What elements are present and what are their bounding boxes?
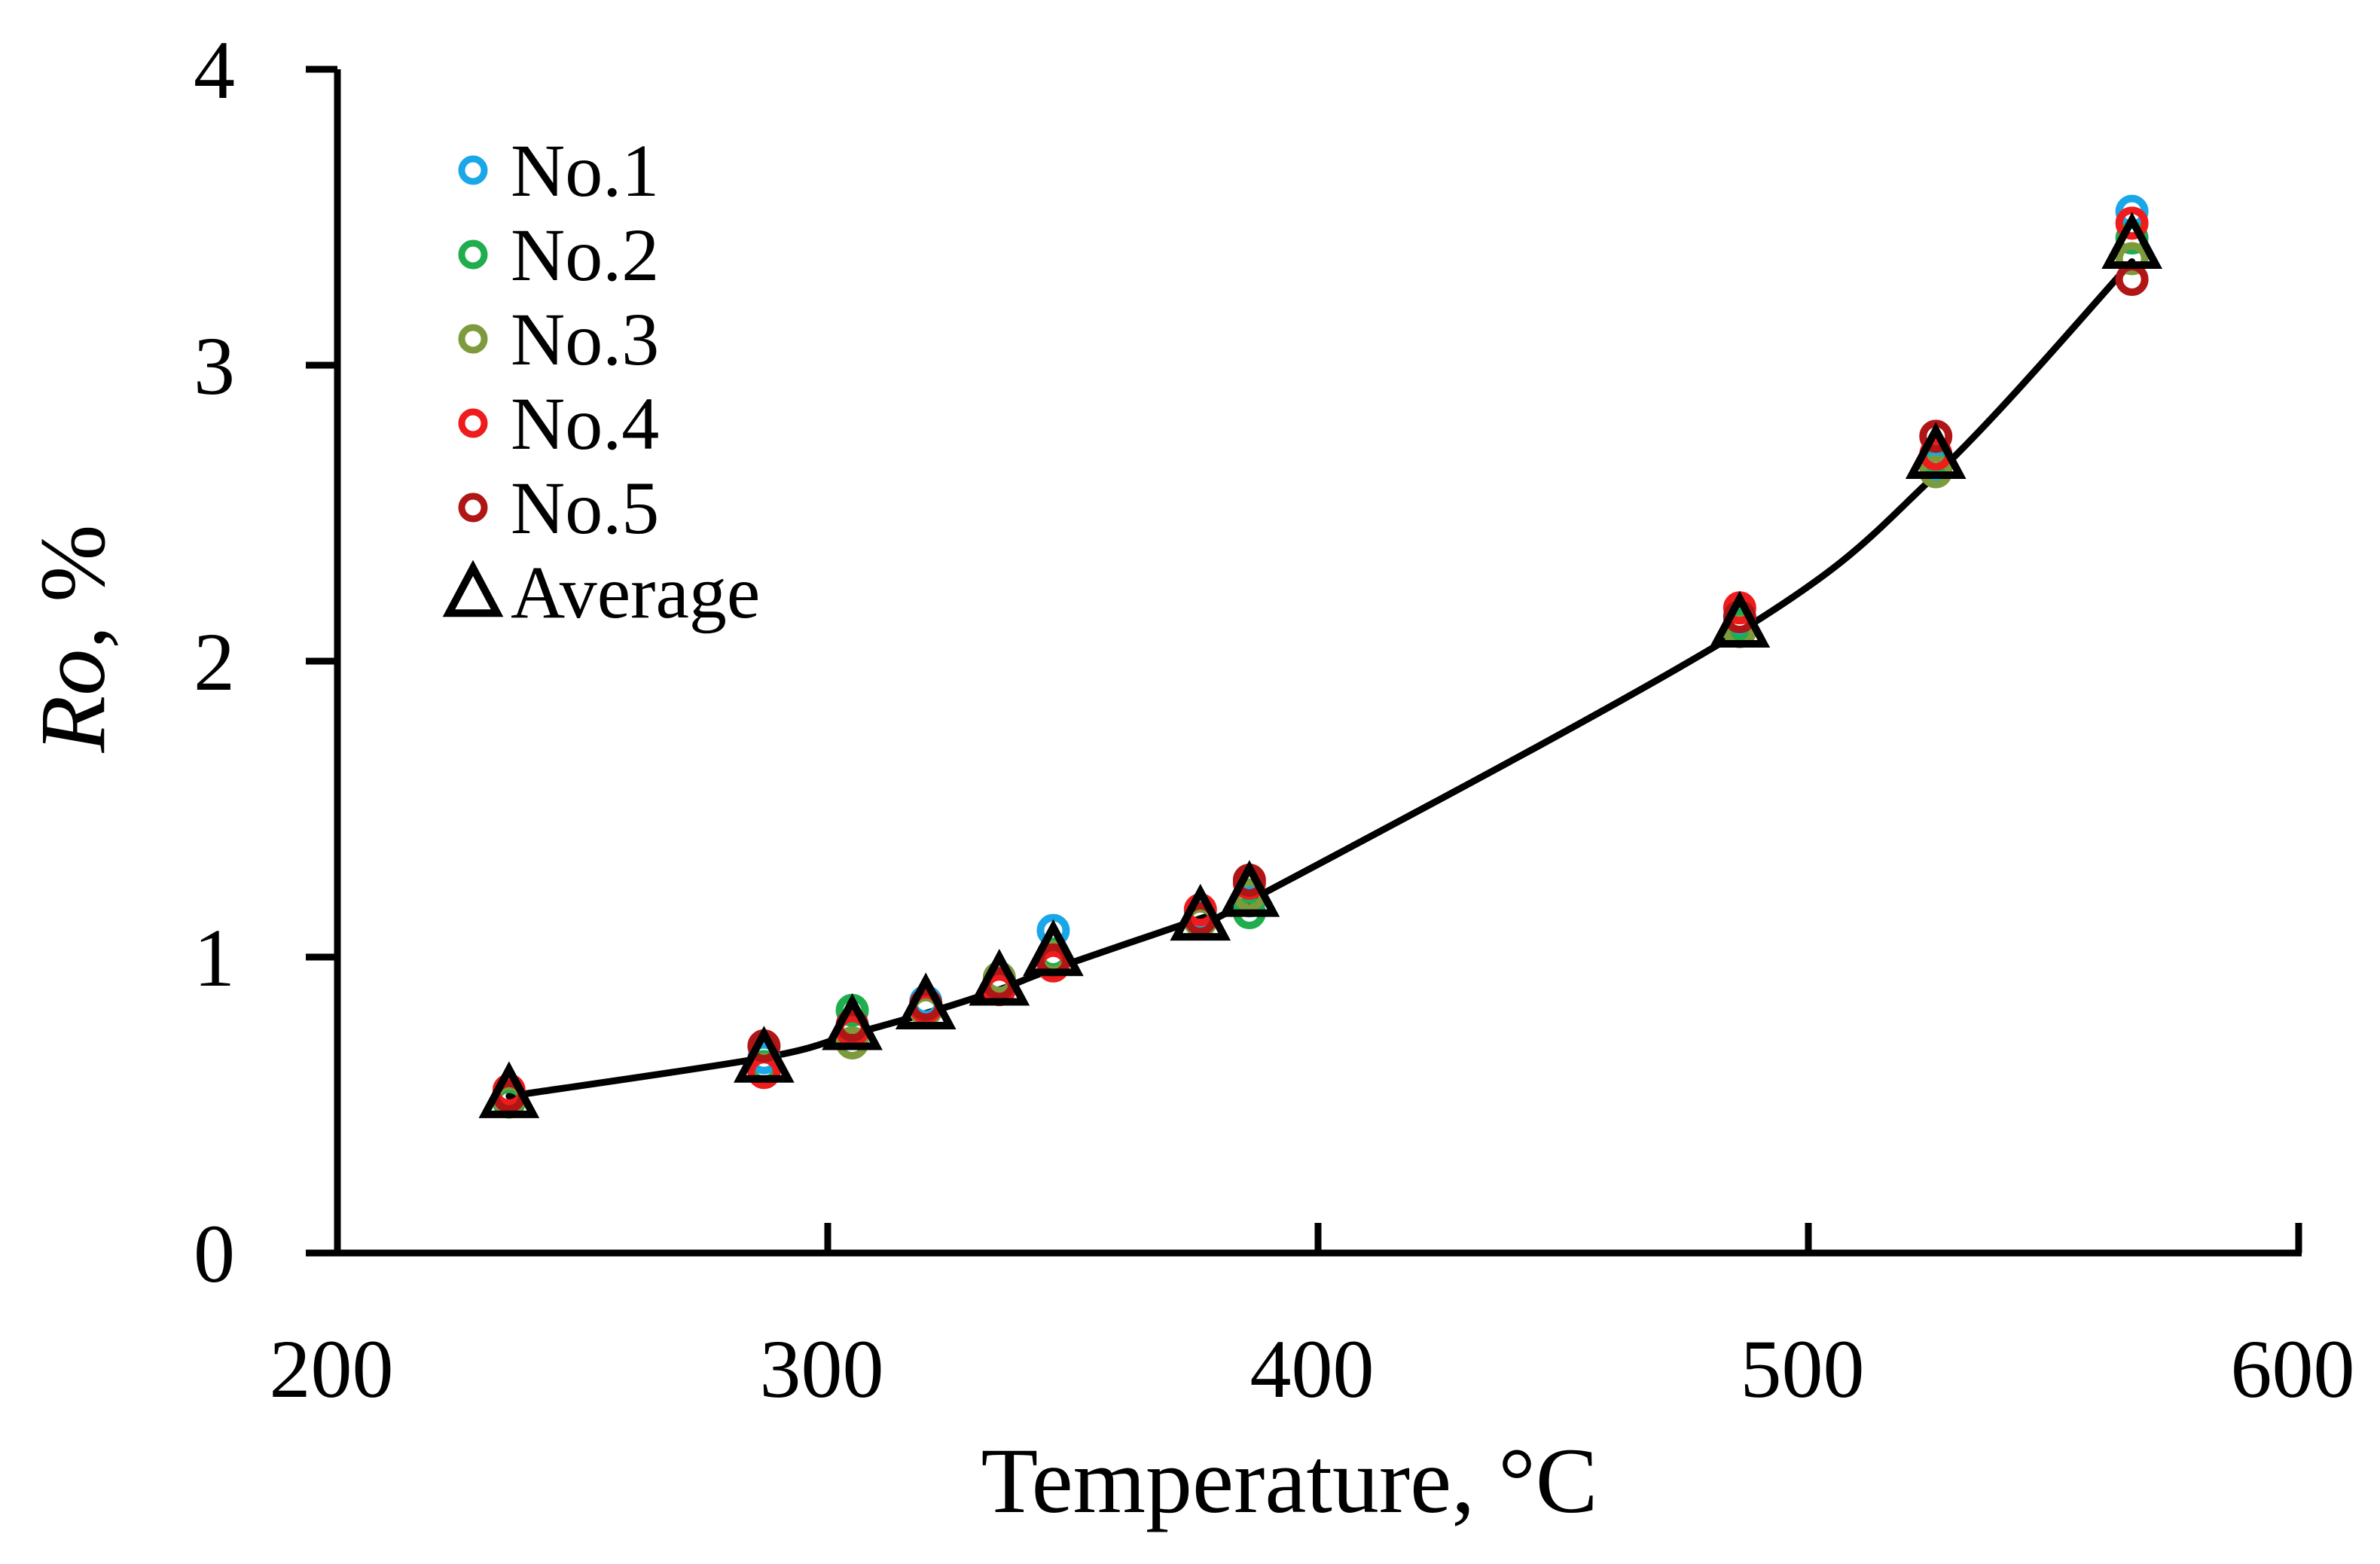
y-tick-label: 0 xyxy=(194,1208,235,1300)
legend-circle-marker xyxy=(458,239,488,270)
series-no-1 xyxy=(492,194,2149,1110)
legend-item: No.1 xyxy=(458,129,659,212)
axes xyxy=(306,66,2302,1257)
legend-label: No.3 xyxy=(511,297,659,381)
legend-circle-marker xyxy=(458,155,488,185)
series-average xyxy=(478,212,2162,1118)
legend-circle-marker xyxy=(458,408,488,438)
data-point xyxy=(2115,206,2149,240)
x-tick-label: 300 xyxy=(760,1323,884,1415)
series-no-5 xyxy=(492,263,2149,1113)
legend-circle-marker xyxy=(458,492,488,523)
average-marker xyxy=(1709,590,1771,648)
x-tick-label: 200 xyxy=(270,1323,394,1415)
average-marker xyxy=(1219,860,1280,917)
tick-labels: 0 1 2 3 4 200 300 400 500 600 xyxy=(194,24,2355,1415)
average-marker xyxy=(478,1061,540,1118)
legend-item: Average xyxy=(442,550,760,634)
legend-label: No.1 xyxy=(511,129,659,212)
average-marker xyxy=(1170,883,1231,941)
legend-circle-marker xyxy=(458,324,488,354)
x-tick-label: 400 xyxy=(1250,1323,1375,1415)
series-no-2 xyxy=(492,221,2149,1119)
series-no-3 xyxy=(492,242,2149,1116)
legend-triangle-marker xyxy=(442,559,504,617)
y-tick-label: 2 xyxy=(194,616,235,708)
average-marker xyxy=(1905,422,1967,480)
average-marker xyxy=(895,972,957,1030)
average-marker xyxy=(822,992,883,1050)
legend-item: No.3 xyxy=(458,297,659,381)
y-tick-label: 3 xyxy=(194,320,235,412)
y-axis-title-suffix: , % xyxy=(21,524,124,648)
legend-label: Average xyxy=(511,550,760,634)
data-point xyxy=(2115,242,2149,276)
legend-label: No.2 xyxy=(511,213,659,297)
legend-item: No.5 xyxy=(458,466,659,550)
average-marker xyxy=(1023,919,1084,977)
y-tick-label: 1 xyxy=(194,912,235,1004)
series-no-4 xyxy=(492,206,2149,1107)
average-marker xyxy=(2101,212,2162,269)
y-axis-title: Ro, % xyxy=(21,524,124,753)
legend-label: No.4 xyxy=(511,382,659,465)
average-marker xyxy=(969,949,1030,1006)
fit-curve xyxy=(505,258,2136,1100)
x-tick-label: 500 xyxy=(1741,1323,1865,1415)
x-axis-title: Temperature, °C xyxy=(981,1429,1597,1532)
legend-label: No.5 xyxy=(511,466,659,550)
legend-item: No.4 xyxy=(458,382,659,465)
y-axis-title-italic: Ro xyxy=(21,649,124,754)
data-markers xyxy=(478,194,2162,1119)
legend-item: No.2 xyxy=(458,213,659,297)
average-marker xyxy=(734,1026,795,1083)
x-tick-label: 600 xyxy=(2231,1323,2355,1415)
y-tick-label: 4 xyxy=(194,24,235,116)
